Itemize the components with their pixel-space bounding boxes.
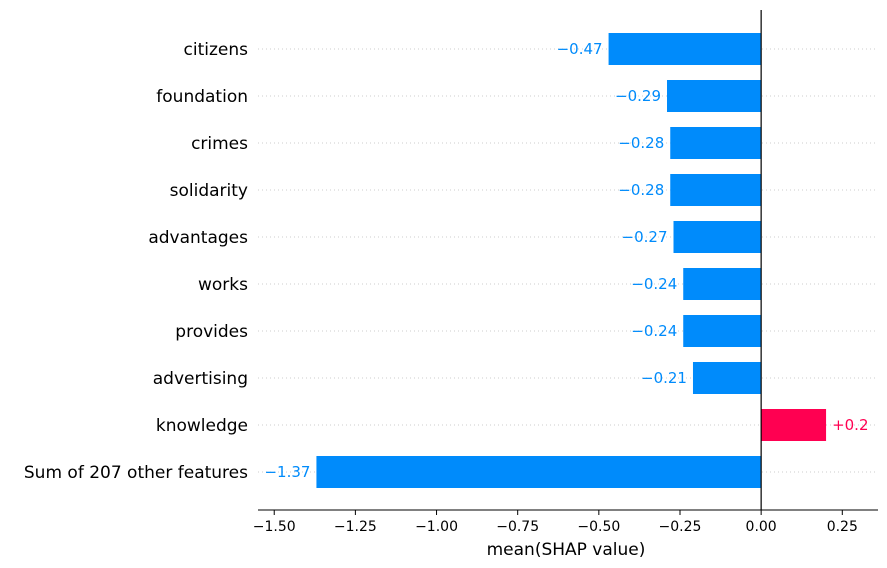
x-tick-label: −1.00: [415, 519, 458, 535]
bar-citizens: [608, 33, 762, 65]
bar-crimes: [670, 127, 762, 159]
feature-labels: citizens foundation crimes solidarity advant…: [24, 40, 248, 483]
bar-provides: [683, 315, 762, 347]
feature-label: solidarity: [170, 181, 248, 201]
feature-label: works: [198, 275, 248, 295]
feature-label: provides: [175, 322, 248, 342]
x-tick-label: −1.25: [334, 519, 377, 535]
feature-label: knowledge: [156, 416, 248, 436]
value-label: −0.21: [641, 369, 687, 387]
value-label: −0.24: [631, 322, 677, 340]
feature-label: crimes: [191, 134, 248, 154]
x-tick-label: 0.25: [827, 519, 858, 535]
x-tick-label: −0.25: [659, 519, 702, 535]
x-tick-label: −0.75: [496, 519, 539, 535]
feature-label: citizens: [184, 40, 249, 60]
value-label: −0.28: [618, 181, 664, 199]
bar-sum-of-207-other-features: [316, 456, 762, 488]
bar-advertising: [692, 362, 762, 394]
bar-solidarity: [670, 174, 762, 206]
feature-label: advantages: [148, 228, 248, 248]
x-tick-label: 0.00: [746, 519, 777, 535]
value-labels: −0.47 −0.29 −0.28 −0.28 −0.27 −0.24 −0.24 −0.21…: [264, 40, 868, 481]
value-label: −1.37: [264, 463, 310, 481]
bar-works: [683, 268, 762, 300]
x-tick-label: −1.50: [253, 519, 296, 535]
gridlines: [258, 48, 878, 473]
bar-advantages: [673, 221, 762, 253]
value-label: +0.2: [832, 416, 868, 434]
feature-label: foundation: [156, 87, 248, 107]
x-tick-label: −0.50: [577, 519, 620, 535]
value-label: −0.27: [622, 228, 668, 246]
x-axis: −1.50 −1.25 −1.00 −0.75 −0.50 −0.25 0.00 0.25: [253, 509, 878, 535]
value-label: −0.47: [557, 40, 603, 58]
feature-label: advertising: [153, 369, 248, 389]
bar-knowledge: [761, 409, 827, 441]
value-label: −0.24: [631, 275, 677, 293]
value-label: −0.29: [615, 87, 661, 105]
value-label: −0.28: [618, 134, 664, 152]
feature-label: Sum of 207 other features: [24, 463, 248, 483]
x-axis-title: mean(SHAP value): [487, 540, 646, 560]
bars: [316, 33, 827, 488]
bar-foundation: [667, 80, 762, 112]
